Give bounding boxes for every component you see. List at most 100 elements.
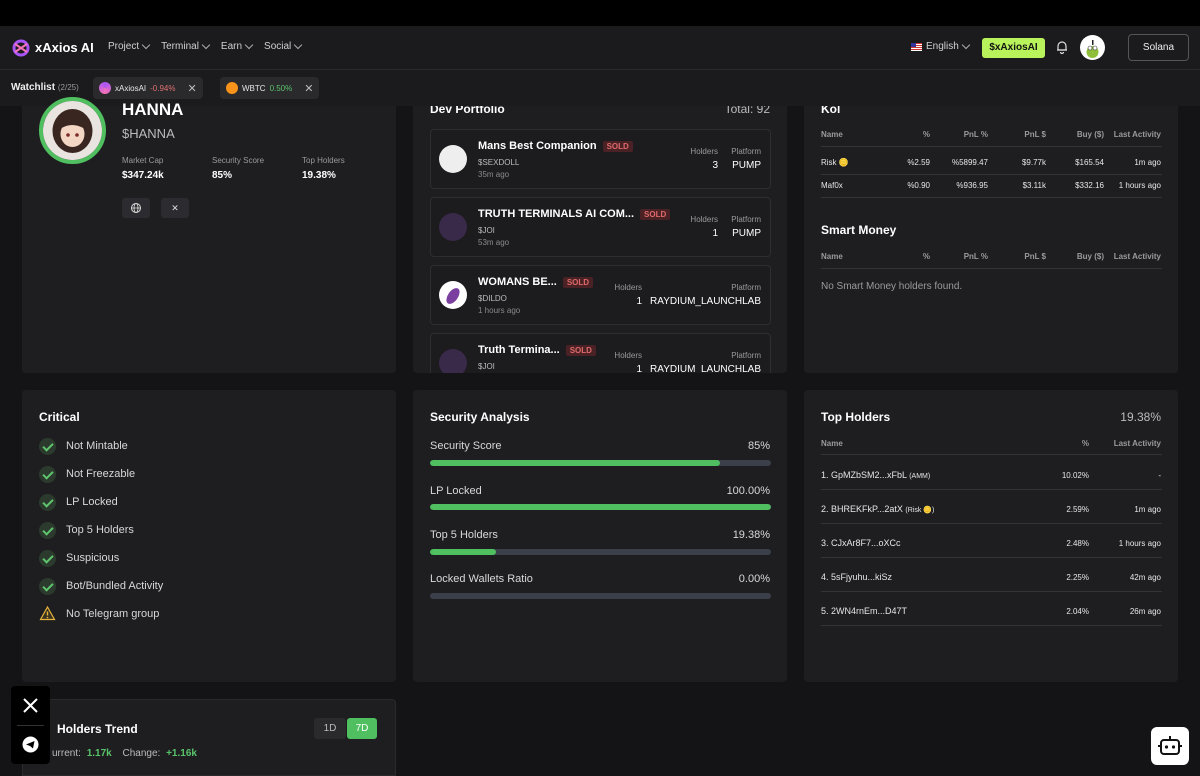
us-flag-icon	[911, 42, 922, 51]
kol-buy: $165.54	[1075, 158, 1104, 167]
smart-money-title: Smart Money	[821, 223, 897, 237]
check-circle-icon	[39, 578, 56, 595]
network-button[interactable]: Solana	[1128, 34, 1189, 61]
current-value: 1.17k	[86, 748, 112, 759]
watchlist-label: Watchlist (2/25)	[11, 82, 79, 93]
security-item-label: Security Score	[430, 440, 502, 452]
x-twitter-button[interactable]: ✕	[161, 198, 189, 218]
holder-name: 3. CJxAr8F7...oXCc	[821, 538, 901, 548]
x-logo-icon[interactable]	[22, 697, 39, 714]
portfolio-item-name: WOMANS BE... SOLD	[478, 276, 594, 288]
security-item-value: 85%	[747, 440, 770, 452]
change-label: Change:	[122, 748, 161, 759]
portfolio-item-image	[439, 349, 467, 373]
platform-value: RAYDIUM_LAUNCHLAB	[650, 364, 761, 373]
top-black-strip	[0, 0, 1200, 26]
platform-label: Platform	[731, 215, 761, 224]
security-item-value: 0.00%	[738, 573, 770, 585]
nav-project[interactable]: Project	[108, 40, 151, 52]
kol-col-buy: Buy ($)	[1076, 130, 1104, 139]
portfolio-item-name: TRUTH TERMINALS AI COM... SOLD	[478, 208, 671, 220]
sm-col-last: Last Activity	[1113, 252, 1161, 261]
bar-fill	[430, 460, 720, 466]
language-selector[interactable]: English	[911, 40, 971, 52]
sold-badge: SOLD	[562, 277, 594, 288]
divider	[821, 557, 1162, 558]
sm-col-name: Name	[821, 252, 843, 261]
chat-bot-button[interactable]	[1151, 727, 1189, 765]
kol-pct: %2.59	[907, 158, 930, 167]
security-item-value: 19.38%	[732, 529, 770, 541]
divider	[821, 268, 1162, 269]
kol-col-pnl-usd: PnL $	[1024, 130, 1046, 139]
kol-col-last: Last Activity	[1113, 130, 1161, 139]
nav-earn[interactable]: Earn	[221, 40, 254, 52]
nav-social[interactable]: Social	[264, 40, 303, 52]
watchlist-chip-xaxiosai[interactable]: xAxiosAI -0.94% ✕	[93, 77, 203, 99]
kol-col-pct: %	[922, 130, 930, 139]
sold-badge: SOLD	[602, 141, 633, 152]
holder-last: 1m ago	[1134, 505, 1161, 514]
portfolio-item-ticker: $SEXDOLL	[478, 158, 520, 167]
portfolio-item-ticker: $JOI	[478, 362, 495, 371]
holder-last: 42m ago	[1129, 573, 1161, 582]
holder-address[interactable]: 1. GpMZbSM2...xFbL	[821, 470, 907, 480]
watchlist-chip-wbtc[interactable]: WBTC 0.50% ✕	[220, 77, 320, 99]
holder-address[interactable]: 5. 2WN4rnEm...D47T	[821, 606, 908, 616]
item-name-text: Truth Termina...	[478, 344, 560, 356]
chevron-down-icon	[201, 40, 211, 50]
portfolio-item[interactable]: TRUTH TERMINALS AI COM... SOLD $JOI 53m a…	[430, 197, 771, 257]
change-value: +1.16k	[166, 748, 197, 759]
nav-terminal[interactable]: Terminal	[161, 40, 211, 52]
platform-label: Platform	[731, 351, 761, 360]
holders-value: 1	[712, 228, 718, 239]
kol-pnl-usd: $3.11k	[1022, 181, 1046, 190]
holder-name: 1. GpMZbSM2...xFbL (AMM)	[821, 470, 930, 480]
chevron-down-icon	[961, 40, 971, 50]
watchlist-bar: Watchlist (2/25) xAxiosAI -0.94% ✕ WBTC …	[0, 70, 1200, 106]
website-button[interactable]	[122, 198, 150, 218]
brand-name[interactable]: xAxios AI	[35, 40, 94, 55]
warning-icon	[39, 605, 56, 621]
holders-value: 1	[636, 296, 642, 307]
tab-7d[interactable]: 7D	[347, 718, 377, 739]
token-avatar	[39, 97, 106, 164]
chevron-down-icon	[244, 40, 254, 50]
portfolio-item-name: Truth Termina... SOLD	[478, 344, 596, 356]
kol-pct: %0.90	[907, 181, 930, 190]
bell-icon[interactable]	[1055, 40, 1069, 54]
telegram-icon[interactable]	[22, 736, 39, 753]
token-button[interactable]: $xAxiosAI	[982, 38, 1045, 58]
navbar: xAxios AI Project Terminal Earn Social E…	[0, 26, 1200, 70]
portfolio-item[interactable]: Mans Best Companion SOLD $SEXDOLL 35m ago…	[430, 129, 771, 189]
kol-title: Kol	[821, 106, 841, 116]
security-score-value: 85%	[212, 170, 233, 181]
portfolio-item[interactable]: WOMANS BE... SOLD $DILDO 1 hours ago Hold…	[430, 265, 771, 325]
portfolio-item-ticker: $JOI	[478, 226, 495, 235]
tab-1d[interactable]: 1D	[314, 718, 346, 739]
holders-value: 1	[636, 364, 642, 373]
dev-portfolio-title: Dev Portfolio	[430, 106, 505, 116]
platform-label: Platform	[731, 147, 761, 156]
holder-tag: (Risk 🪙)	[905, 507, 935, 514]
portfolio-item[interactable]: Truth Termina... SOLD $JOI Holders 1 Plat…	[430, 333, 771, 373]
dev-portfolio-total: Total: 92	[724, 106, 770, 116]
portfolio-item-time: 1 hours ago	[478, 306, 521, 315]
holder-address[interactable]: 4. 5sFjyuhu...kiSz	[821, 572, 893, 582]
xaxios-logo-icon[interactable]	[11, 38, 31, 58]
critical-item-label: Not Mintable	[66, 440, 128, 452]
close-icon[interactable]: ✕	[187, 82, 197, 95]
holder-last: 1 hours ago	[1118, 539, 1161, 548]
close-icon[interactable]: ✕	[304, 82, 314, 95]
kol-last: 1 hours ago	[1118, 181, 1161, 190]
critical-item-label: LP Locked	[66, 496, 118, 508]
holder-address[interactable]: 2. BHREKFkP...2atX	[821, 504, 903, 514]
kol-pnl-usd: $9.77k	[1021, 158, 1046, 167]
divider	[821, 454, 1162, 455]
holder-address[interactable]: 3. CJxAr8F7...oXCc	[821, 538, 901, 548]
chip-name: xAxiosAI	[115, 83, 147, 93]
divider	[821, 489, 1162, 490]
chevron-down-icon	[294, 40, 303, 50]
kol-last: 1m ago	[1134, 158, 1161, 167]
user-avatar[interactable]	[1080, 35, 1105, 60]
